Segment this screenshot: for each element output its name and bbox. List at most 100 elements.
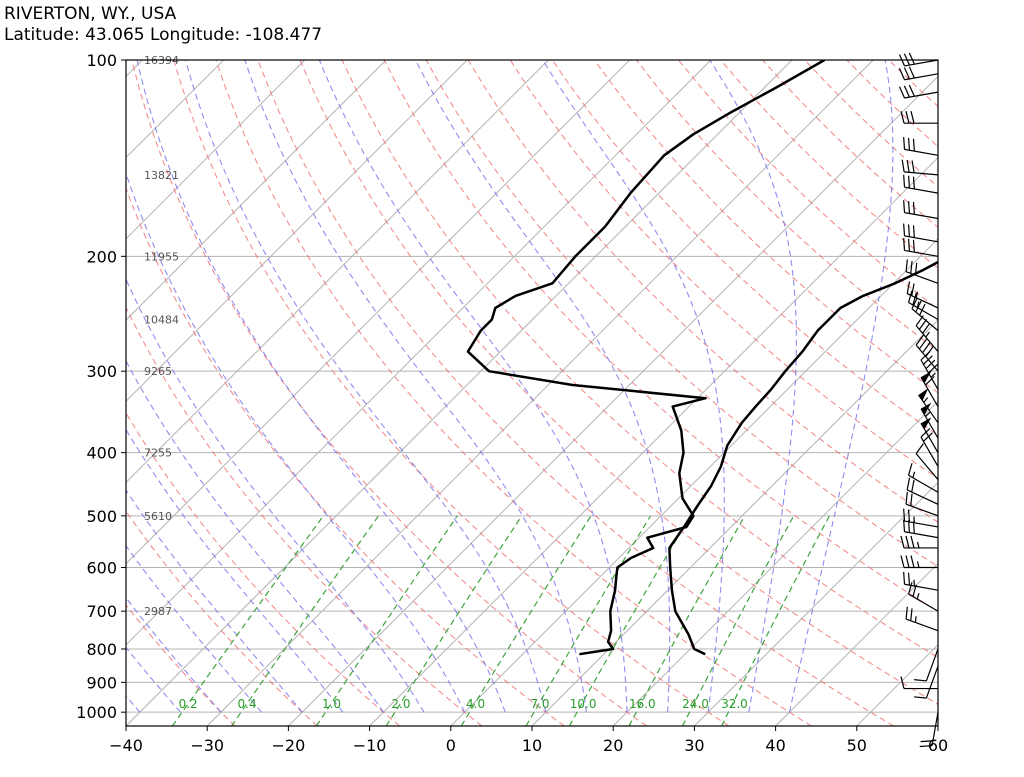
- wind-barb-staff: [904, 171, 939, 176]
- height-label: 5610: [144, 510, 172, 523]
- wind-barb: [918, 388, 939, 424]
- mixing-ratio-label: 0.2: [179, 697, 198, 711]
- wind-barb-feather: [898, 86, 906, 99]
- wind-barb-feather: [908, 84, 915, 97]
- wind-barb-flag: [921, 402, 932, 415]
- wind-barb-staff: [920, 359, 939, 390]
- dry-adiabat-line: [425, 60, 938, 568]
- wind-barb-feather: [915, 334, 924, 346]
- wind-barb: [900, 555, 938, 569]
- dry-adiabat-line: [173, 60, 730, 726]
- isotherm-line: [0, 60, 61, 726]
- isotherm-line: [126, 60, 143, 78]
- wind-barb-feather: [905, 535, 910, 549]
- y-tick-label: 300: [86, 362, 117, 381]
- wind-barb: [920, 417, 939, 453]
- wind-barb: [900, 535, 938, 549]
- wind-barb-feather: [906, 281, 911, 294]
- dry-adiabat-line: [126, 306, 483, 726]
- wind-barb: [903, 223, 939, 243]
- station-title: RIVERTON, WY., USA: [4, 4, 177, 24]
- wind-barb-feather: [911, 283, 915, 296]
- wind-barb-feather: [903, 67, 910, 80]
- dry-adiabat-line: [383, 60, 938, 613]
- dry-adiabat-line: [126, 411, 400, 726]
- wind-barb-staff: [904, 73, 939, 81]
- wind-barb: [911, 297, 939, 332]
- wind-barb: [915, 334, 939, 372]
- mixing-ratio-label: 7.0: [530, 697, 549, 711]
- wind-barb: [906, 281, 939, 309]
- mixing-ratio-line: [315, 515, 458, 726]
- wind-barb-half-feather: [925, 331, 930, 338]
- station-coordinates: Latitude: 43.065 Longitude: -108.477: [4, 25, 323, 45]
- height-label: 9265: [144, 365, 172, 378]
- mixing-ratio-label: 24.0: [682, 697, 709, 711]
- wind-barb-feather: [903, 174, 906, 188]
- wind-barb: [901, 159, 939, 176]
- wind-barb-feather: [911, 297, 918, 310]
- wind-barb-staff: [920, 422, 939, 453]
- x-tick-label: −10: [353, 736, 387, 755]
- wind-barb-half-feather: [912, 471, 916, 478]
- y-tick-label: 100: [86, 51, 117, 70]
- wind-barb-feather: [898, 68, 906, 80]
- isotherm-line: [126, 60, 306, 240]
- mixing-ratio-label: 16.0: [629, 697, 656, 711]
- mixing-ratio-label: 2.0: [391, 697, 410, 711]
- mixing-ratio-line: [525, 515, 652, 726]
- wind-barb-feather: [914, 696, 927, 699]
- dry-adiabat-line: [257, 60, 894, 726]
- wind-barb-feather: [925, 359, 936, 370]
- x-tick-label: 60: [928, 736, 948, 755]
- wind-barb-staff: [925, 648, 939, 682]
- isotherm-line: [531, 319, 938, 726]
- height-label: 13821: [144, 169, 179, 182]
- wind-barb: [920, 402, 939, 439]
- moist-adiabat-line: [126, 171, 466, 713]
- isotherm-line: [126, 60, 712, 646]
- height-label: 11955: [144, 250, 179, 263]
- wind-barb-feather: [900, 555, 905, 568]
- wind-barb-half-feather: [916, 541, 920, 549]
- dry-adiabat-line: [299, 60, 938, 705]
- wind-barb: [900, 676, 938, 690]
- moist-adiabat-line: [788, 60, 894, 713]
- wind-barb-feather: [918, 319, 928, 330]
- wind-barb-staff: [920, 408, 939, 439]
- wind-barb-feather: [919, 303, 926, 316]
- isotherm-line: [694, 481, 938, 726]
- wind-barb-staff: [904, 235, 939, 243]
- isotherm-line: [126, 60, 387, 321]
- wind-barb-feather: [928, 363, 938, 374]
- wind-barb: [914, 665, 939, 699]
- wind-barb-feather: [920, 427, 931, 438]
- wind-barb-feather: [905, 606, 908, 620]
- wind-barb-feather: [901, 159, 905, 172]
- x-tick-label: −20: [272, 736, 306, 755]
- wind-barb-feather: [908, 66, 915, 79]
- wind-barb: [903, 238, 939, 257]
- moist-adiabat-line: [126, 428, 344, 713]
- x-tick-label: 40: [765, 736, 785, 755]
- sounding-traces-layer: [466, 60, 938, 656]
- wind-barb-feather: [907, 572, 911, 586]
- wind-barb-feather: [906, 160, 910, 173]
- dry-adiabat-line: [804, 60, 938, 188]
- wind-barb-staff: [925, 665, 939, 699]
- wind-barb: [919, 712, 939, 748]
- wind-barb-staff: [904, 91, 939, 99]
- dry-adiabat-line: [888, 60, 938, 108]
- wind-barb-feather: [900, 111, 905, 124]
- wind-barb-staff: [904, 186, 939, 194]
- moist-adiabat-line: [126, 596, 222, 713]
- isotherm-line: [450, 238, 938, 726]
- mixing-ratio-line: [171, 515, 324, 726]
- wind-barb-feather: [912, 201, 915, 215]
- wind-barb: [898, 84, 939, 99]
- isotherm-line: [856, 644, 938, 726]
- moist-adiabat-line: [136, 60, 506, 713]
- wind-barb-feather: [912, 225, 915, 238]
- y-tick-label: 400: [86, 444, 117, 463]
- height-label: 7255: [144, 447, 172, 460]
